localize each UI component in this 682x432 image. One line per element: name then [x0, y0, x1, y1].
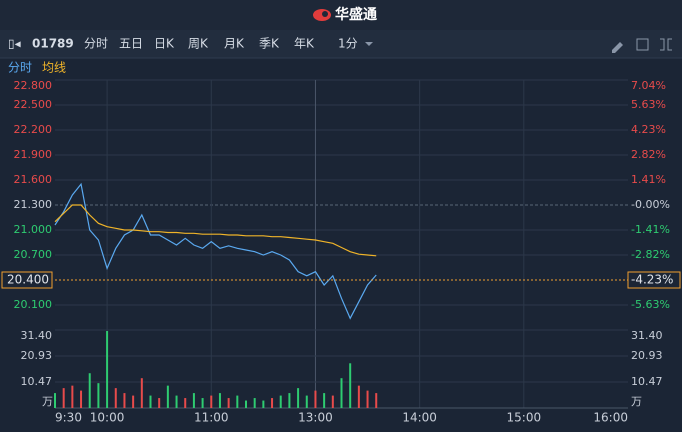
y2-tick-label: -1.41%: [631, 223, 670, 236]
x-tick-label: 11:00: [194, 411, 229, 425]
volume-bar: [218, 393, 221, 408]
volume-bar: [236, 395, 239, 408]
volume-bar: [297, 388, 300, 408]
volume-tick-label-right: 20.93: [631, 349, 663, 362]
y-tick-label: 21.300: [14, 198, 53, 211]
period-tab[interactable]: 日K: [154, 37, 175, 51]
y2-tick-label: 7.04%: [631, 79, 666, 92]
volume-tick-label: 10.47: [21, 375, 53, 388]
volume-tick-label: 31.40: [21, 329, 53, 342]
volume-bar: [340, 378, 343, 408]
volume-tick-label-right: 31.40: [631, 329, 663, 342]
volume-bar: [366, 390, 369, 408]
volume-bar: [80, 390, 83, 408]
y2-tick-label: 1.41%: [631, 173, 666, 186]
volume-bar: [331, 395, 334, 408]
price-line: [54, 204, 377, 257]
volume-bar: [54, 393, 56, 408]
x-tick-label: 10:00: [90, 411, 125, 425]
volume-bar: [97, 383, 100, 408]
volume-bar: [305, 395, 308, 408]
current-price-label: 20.400: [7, 273, 49, 287]
period-tab[interactable]: 分时: [84, 37, 108, 51]
volume-bar: [149, 395, 152, 408]
volume-bar: [201, 398, 204, 408]
x-tick-label: 9:30: [55, 411, 82, 425]
period-tab[interactable]: 年K: [294, 37, 315, 51]
current-change-label: -4.23%: [631, 273, 673, 287]
volume-bar: [245, 400, 247, 408]
volume-bar: [88, 373, 91, 408]
volume-bar: [262, 400, 265, 408]
volume-bar: [106, 330, 109, 408]
y2-tick-label: -2.82%: [631, 248, 670, 261]
toolbar: [0, 30, 682, 58]
volume-bar: [288, 393, 291, 408]
volume-bar: [253, 398, 256, 408]
volume-bar: [71, 385, 74, 408]
current-change-box: [627, 271, 681, 289]
y-tick-label: 22.200: [14, 123, 53, 136]
x-tick-label: 13:00: [298, 411, 333, 425]
volume-bar: [375, 393, 378, 408]
interval[interactable]: 1分: [338, 37, 358, 51]
app-title: 华盛通: [335, 6, 377, 23]
volume-tick-label: 20.93: [21, 349, 53, 362]
period-tab[interactable]: 五日: [119, 37, 143, 51]
volume-bar: [271, 398, 274, 408]
volume-bar: [314, 390, 317, 408]
x-tick-label: 16:00: [593, 411, 628, 425]
period-tab[interactable]: 月K: [224, 37, 245, 51]
volume-bar: [349, 363, 352, 408]
y-tick-label: 22.500: [14, 98, 53, 111]
x-tick-label: 15:00: [507, 411, 542, 425]
y-tick-label: 22.800: [14, 79, 53, 92]
back-icon[interactable]: ▯◂: [8, 37, 21, 51]
y-tick-label: 20.700: [14, 248, 53, 261]
y2-tick-label: -5.63%: [631, 298, 670, 311]
compare-icon[interactable]: [660, 38, 672, 51]
volume-bar: [279, 395, 282, 408]
volume-bar: [184, 398, 187, 408]
volume-bar: [175, 395, 178, 408]
top-bar: [0, 0, 682, 30]
volume-bar: [140, 378, 143, 408]
volume-bar: [62, 388, 65, 408]
volume-bar: [123, 393, 126, 408]
volume-bar: [166, 385, 169, 408]
y2-tick-label: 2.82%: [631, 148, 666, 161]
price-line: [54, 182, 377, 320]
volume-bar: [132, 395, 135, 408]
volume-tick-label-right: 10.47: [631, 375, 663, 388]
y2-tick-label: -0.00%: [631, 198, 670, 211]
dropdown-arrow[interactable]: [365, 42, 373, 46]
volume-unit-right: 万: [631, 395, 642, 408]
volume-unit: 万: [42, 395, 53, 408]
stock-code: 01789: [32, 37, 74, 51]
volume-bar: [192, 393, 195, 408]
legend-entry: 分时: [8, 61, 32, 75]
volume-bar: [114, 388, 117, 408]
y-tick-label: 21.900: [14, 148, 53, 161]
legend-entry: 均线: [42, 61, 66, 75]
x-tick-label: 14:00: [402, 411, 437, 425]
edit-icon[interactable]: [612, 42, 623, 53]
volume-bar: [357, 385, 360, 408]
period-tab[interactable]: 周K: [188, 37, 209, 51]
volume-bar: [158, 398, 161, 408]
y2-tick-label: 5.63%: [631, 98, 666, 111]
volume-bar: [227, 398, 230, 408]
y2-tick-label: 4.23%: [631, 123, 666, 136]
fullscreen-icon[interactable]: [636, 38, 649, 51]
volume-bar: [210, 395, 213, 408]
volume-bar: [323, 393, 326, 408]
y-tick-label: 21.600: [14, 173, 53, 186]
logo-icon: [313, 9, 331, 21]
y-tick-label: 21.000: [14, 223, 53, 236]
y-tick-label: 20.100: [14, 298, 53, 311]
current-price-box: [1, 271, 53, 289]
period-tab[interactable]: 季K: [259, 37, 280, 51]
